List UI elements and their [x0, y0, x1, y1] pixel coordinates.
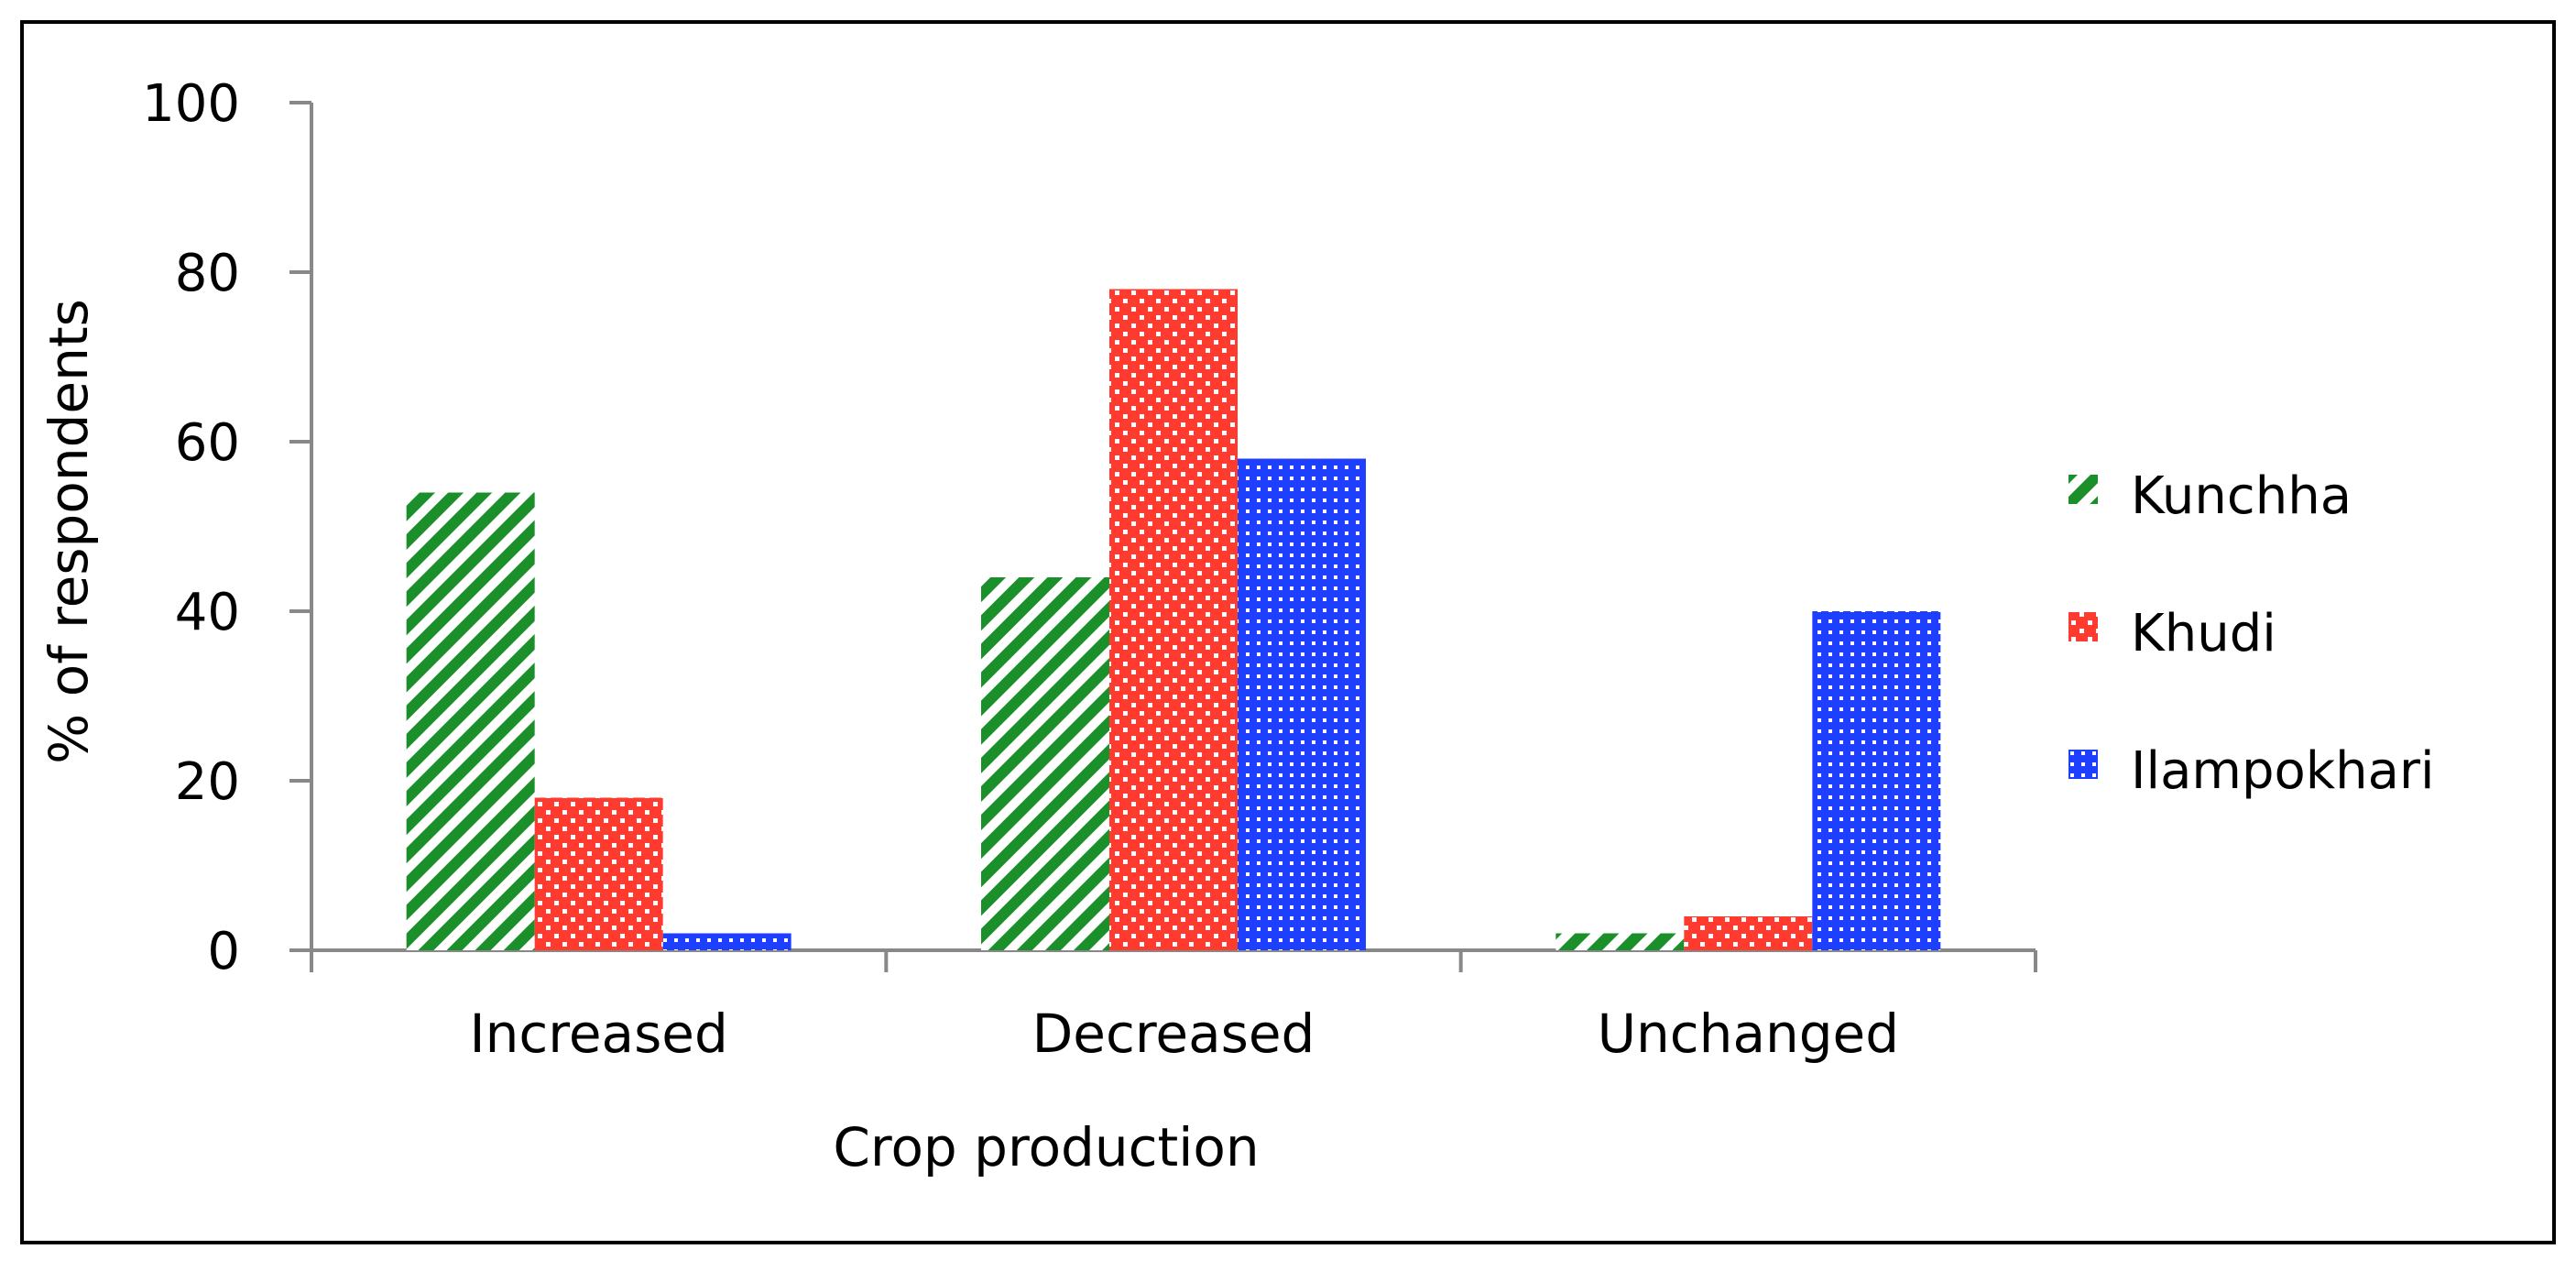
legend-label-ilampokhari: Ilampokhari — [2131, 741, 2435, 801]
y-tick-label: 20 — [175, 752, 240, 812]
x-category-label: Increased — [470, 1003, 728, 1065]
x-axis-title: Crop production — [833, 1116, 1259, 1178]
y-tick-label: 40 — [175, 583, 240, 642]
bar-kunchha-increased — [406, 492, 535, 950]
legend-swatch-ilampokhari — [2068, 750, 2098, 779]
x-category-label: Unchanged — [1598, 1003, 1899, 1065]
legend-swatch-kunchha — [2068, 475, 2098, 504]
legend-label-khudi: Khudi — [2131, 604, 2276, 663]
y-tick-label: 60 — [175, 413, 240, 473]
bar-khudi-increased — [534, 797, 663, 950]
bar-ilampokhari-unchanged — [1812, 611, 1941, 950]
y-tick-label: 100 — [142, 74, 240, 134]
bar-ilampokhari-decreased — [1238, 458, 1366, 950]
y-tick-label: 0 — [207, 922, 240, 981]
legend-label-kunchha: Kunchha — [2131, 466, 2352, 526]
bar-khudi-unchanged — [1684, 916, 1813, 950]
y-axis-title: % of respondents — [38, 299, 100, 764]
y-tick-label: 80 — [175, 244, 240, 303]
bar-ilampokhari-increased — [662, 933, 791, 950]
bar-kunchha-unchanged — [1555, 933, 1685, 950]
bar-kunchha-decreased — [981, 577, 1109, 950]
x-category-label: Decreased — [1032, 1003, 1315, 1065]
legend-swatch-khudi — [2068, 612, 2098, 641]
bar-khudi-decreased — [1109, 289, 1238, 950]
